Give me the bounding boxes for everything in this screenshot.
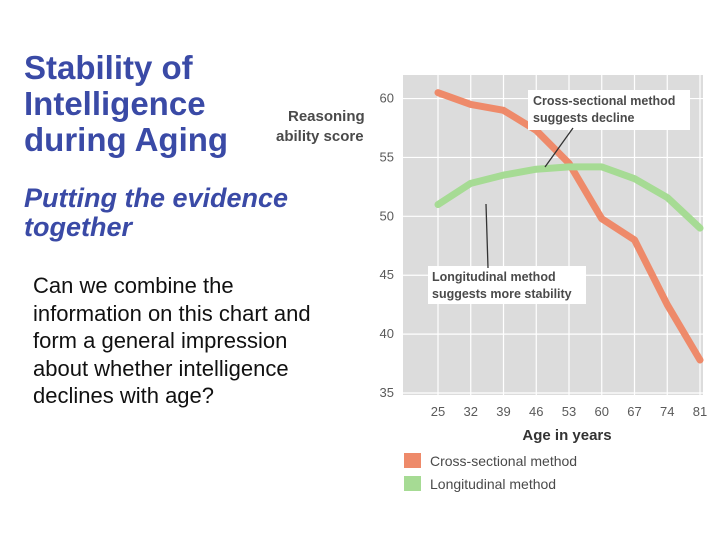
x-tick-25: 25: [431, 404, 445, 419]
x-tick-81: 81: [693, 404, 707, 419]
annotation-long-line1: Longitudinal method: [432, 270, 556, 284]
data-point-s1-67: [631, 175, 638, 182]
annotation-long-line2: suggests more stability: [432, 287, 572, 301]
x-tick-39: 39: [496, 404, 510, 419]
annotation-pointer-long: [485, 203, 489, 269]
y-tick-45: 45: [380, 267, 394, 282]
slide-subtitle: Putting the evidence together: [24, 183, 289, 242]
chart-container: 35 40 45 50 55 60 25 32 39 46 53 60 67 74 81 Reasonin…: [270, 70, 720, 540]
slide-body-text: Can we combine the information on this c…: [33, 273, 311, 408]
data-point-s0-32: [467, 101, 474, 108]
data-point-s0-74: [664, 301, 671, 308]
legend-swatch-cross-sectional: [404, 453, 421, 468]
data-point-s1-46: [533, 166, 540, 173]
annotation-box-longitudinal: [428, 266, 586, 304]
y-axis-label-line2: ability score: [276, 128, 364, 145]
y-tick-55: 55: [380, 149, 394, 164]
y-tick-35: 35: [380, 385, 394, 400]
annotation-pointer-cross: [544, 127, 574, 168]
data-point-s0-25: [434, 89, 442, 96]
x-tick-74: 74: [660, 404, 674, 419]
data-point-s0-67: [631, 236, 638, 244]
data-point-s1-60: [598, 163, 605, 171]
data-point-s0-81: [696, 356, 704, 364]
legend-swatch-longitudinal: [404, 476, 421, 491]
x-tick-60: 60: [595, 404, 609, 419]
series-layer: [434, 89, 704, 364]
data-point-s1-25: [434, 201, 442, 208]
data-point-s1-74: [664, 194, 671, 201]
y-tick-40: 40: [380, 326, 394, 341]
data-point-s1-53: [565, 163, 573, 171]
y-tick-50: 50: [380, 208, 394, 223]
annotation-cross-line1: Cross-sectional method: [533, 94, 675, 108]
legend-label-cross-sectional: Cross-sectional method: [430, 453, 577, 469]
y-tick-60: 60: [380, 91, 394, 106]
data-point-s1-32: [467, 180, 474, 187]
slide-title: Stability of Intelligence during Aging: [24, 49, 229, 158]
data-point-s0-60: [598, 215, 605, 222]
legend-label-longitudinal: Longitudinal method: [430, 476, 556, 492]
y-axis-label-line1: Reasoning: [288, 108, 365, 125]
data-point-s1-81: [696, 224, 704, 232]
x-axis-label: Age in years: [522, 427, 611, 444]
x-tick-46: 46: [529, 404, 543, 419]
x-tick-labels: 25 32 39 46 53 60 67 74 81: [431, 404, 707, 419]
data-point-s0-39: [500, 107, 507, 114]
data-point-s1-39: [500, 171, 507, 179]
y-tick-labels: 35 40 45 50 55 60: [380, 91, 394, 400]
annotation-cross-line2: suggests decline: [533, 111, 634, 125]
annotation-box-cross-sectional: [528, 90, 690, 130]
x-tick-53: 53: [562, 404, 576, 419]
x-tick-32: 32: [464, 404, 478, 419]
reasoning-age-chart: 35 40 45 50 55 60 25 32 39 46 53 60 67 74 81 Reasonin…: [276, 75, 707, 492]
x-tick-67: 67: [627, 404, 641, 419]
